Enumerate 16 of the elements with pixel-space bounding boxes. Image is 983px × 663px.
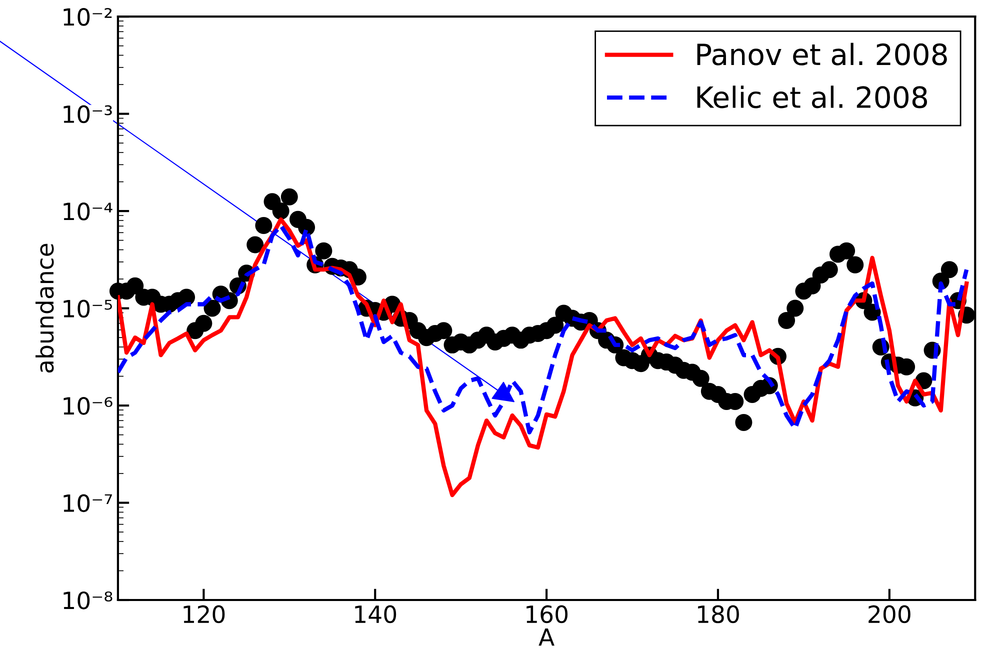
y-tick-label: 10⁻³: [64, 105, 112, 124]
x-tick-label: 160: [526, 605, 568, 624]
y-tick-label: 10⁻⁶: [64, 396, 112, 415]
y-axis-title: abundance: [35, 244, 54, 373]
y-tick-label: 10⁻²: [64, 8, 112, 26]
x-tick-label: 120: [184, 605, 225, 624]
y-tick-label: 10⁻⁸: [64, 591, 112, 610]
x-tick-label: 200: [868, 605, 910, 624]
x-axis-title: A: [538, 628, 554, 646]
legend-label: Panov et al. 2008: [697, 42, 947, 66]
y-tick-label: 10⁻⁴: [64, 202, 112, 220]
y-tick-label: 10⁻⁵: [64, 300, 112, 318]
x-tick-label: 180: [698, 605, 739, 624]
y-tick-label: 10⁻⁷: [64, 494, 112, 512]
x-tick-label: 140: [355, 605, 396, 624]
legend-label: Kelic et al. 2008: [697, 86, 928, 108]
